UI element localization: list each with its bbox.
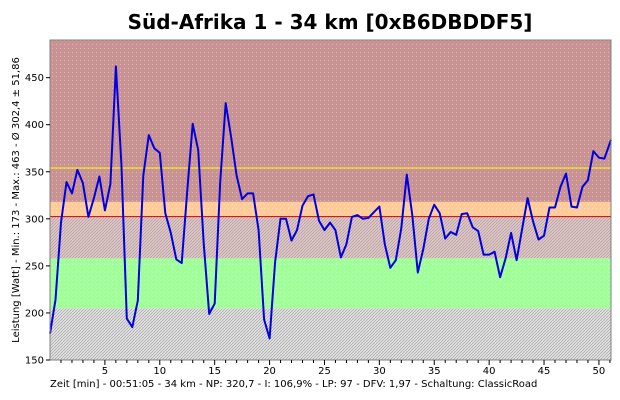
y-tick-label: 300 <box>25 214 44 225</box>
y-tick-label: 400 <box>25 120 44 131</box>
x-axis-label: Zeit [min] - 00:51:05 - 34 km - NP: 320,… <box>50 379 537 390</box>
y-axis-label: Leistung [Watt] - Min.: 173 - Max.: 463 … <box>10 57 22 343</box>
x-axis: 5 10 15 20 25 30 35 40 45 50 <box>60 360 611 377</box>
x-tick-label: 10 <box>153 366 166 377</box>
x-tick-label: 20 <box>263 366 276 377</box>
zone-band-texture <box>50 40 611 202</box>
x-tick-label: 45 <box>538 366 551 377</box>
y-tick-label: 200 <box>25 308 44 319</box>
x-tick-label: 50 <box>593 366 606 377</box>
y-tick-label: 150 <box>25 356 44 367</box>
y-tick-label: 350 <box>25 167 44 178</box>
power-series-line <box>49 65 612 340</box>
x-tick-label: 5 <box>102 366 108 377</box>
x-tick-label: 25 <box>318 366 331 377</box>
zone-band-texture <box>50 201 611 217</box>
x-tick-label: 30 <box>373 366 386 377</box>
chart-title: Süd-Afrika 1 - 34 km [0xB6DBDDF5] <box>128 10 533 34</box>
y-axis: 150 200 250 300 350 400 450 <box>25 73 50 367</box>
x-tick-label: 15 <box>208 366 221 377</box>
zone-band-texture <box>50 258 611 309</box>
zone-bands <box>50 40 611 360</box>
zone-band-texture <box>50 308 611 360</box>
y-tick-label: 450 <box>25 73 44 84</box>
x-tick-label: 40 <box>483 366 496 377</box>
y-tick-label: 250 <box>25 261 44 272</box>
series-layer <box>49 65 612 340</box>
plot-area <box>49 39 612 361</box>
x-tick-label: 35 <box>428 366 441 377</box>
plot-frame <box>49 39 612 361</box>
